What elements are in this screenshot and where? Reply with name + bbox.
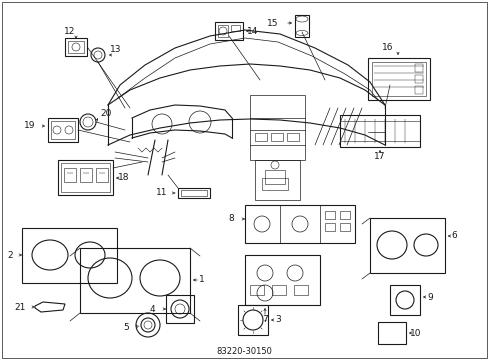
Text: 8: 8 bbox=[228, 215, 233, 224]
Bar bbox=[414, 86, 422, 94]
Bar bbox=[369, 218, 444, 273]
Bar bbox=[325, 211, 334, 219]
Bar bbox=[178, 188, 209, 198]
Bar bbox=[68, 41, 84, 53]
Text: 16: 16 bbox=[382, 44, 393, 53]
Bar bbox=[165, 295, 194, 323]
Bar bbox=[271, 285, 285, 295]
Bar bbox=[262, 178, 287, 190]
Bar bbox=[249, 95, 305, 160]
Bar bbox=[270, 133, 283, 141]
Bar bbox=[286, 133, 298, 141]
Bar bbox=[64, 168, 76, 182]
Text: 6: 6 bbox=[450, 231, 456, 240]
Text: 83220-30150: 83220-30150 bbox=[216, 347, 271, 356]
Bar bbox=[51, 121, 75, 139]
Bar bbox=[293, 285, 307, 295]
Bar bbox=[244, 205, 354, 243]
Bar bbox=[181, 190, 206, 196]
Bar bbox=[61, 163, 110, 192]
Bar bbox=[80, 248, 190, 313]
Bar bbox=[48, 118, 78, 142]
Text: 1: 1 bbox=[199, 275, 204, 284]
Bar bbox=[22, 228, 117, 283]
Bar bbox=[254, 160, 299, 200]
Bar bbox=[339, 115, 419, 147]
Text: 7: 7 bbox=[262, 315, 267, 324]
Bar bbox=[58, 160, 113, 195]
Bar bbox=[244, 255, 319, 305]
Text: 10: 10 bbox=[409, 328, 421, 338]
Text: 2: 2 bbox=[7, 251, 13, 260]
Text: 9: 9 bbox=[426, 292, 432, 301]
Text: 21: 21 bbox=[14, 302, 26, 311]
Text: 15: 15 bbox=[267, 18, 278, 27]
Text: 3: 3 bbox=[275, 315, 280, 324]
Bar bbox=[389, 285, 419, 315]
Text: 5: 5 bbox=[123, 323, 129, 332]
Text: 12: 12 bbox=[64, 27, 76, 36]
Bar bbox=[96, 168, 108, 182]
Text: 20: 20 bbox=[100, 109, 111, 118]
Bar bbox=[325, 223, 334, 231]
Bar bbox=[254, 133, 266, 141]
Bar bbox=[264, 170, 285, 184]
Text: 4: 4 bbox=[149, 305, 155, 314]
Text: 13: 13 bbox=[110, 45, 122, 54]
Bar bbox=[215, 22, 243, 40]
Bar bbox=[367, 58, 429, 100]
Text: 14: 14 bbox=[247, 27, 258, 36]
Text: 19: 19 bbox=[24, 121, 36, 130]
Bar bbox=[377, 322, 405, 344]
Bar bbox=[218, 25, 227, 37]
Bar bbox=[414, 75, 422, 83]
Bar bbox=[80, 168, 92, 182]
Bar bbox=[238, 305, 267, 335]
Bar bbox=[65, 38, 87, 56]
Bar bbox=[414, 64, 422, 72]
Text: 17: 17 bbox=[373, 153, 385, 162]
Bar bbox=[339, 211, 349, 219]
Bar bbox=[249, 285, 264, 295]
Bar bbox=[339, 223, 349, 231]
Bar bbox=[371, 62, 425, 96]
Bar bbox=[230, 25, 240, 31]
Bar bbox=[294, 15, 308, 37]
Text: 11: 11 bbox=[156, 189, 167, 198]
Text: 18: 18 bbox=[118, 174, 129, 183]
